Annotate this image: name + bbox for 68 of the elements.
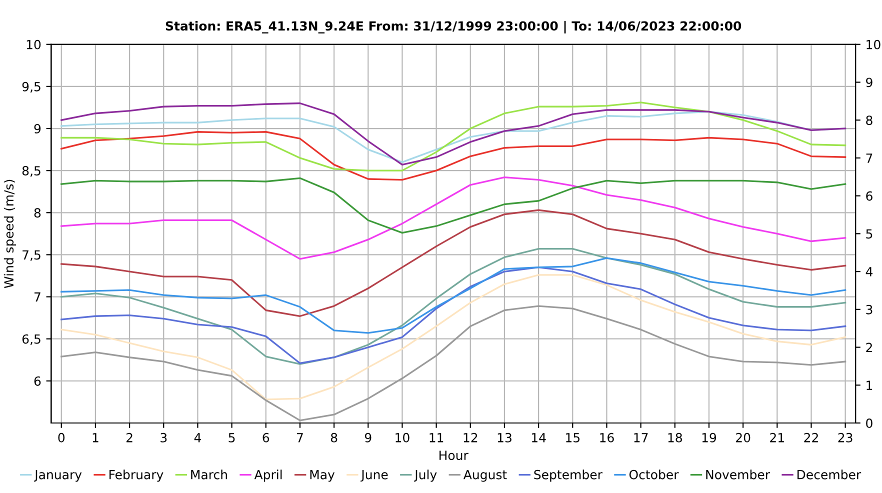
x-tick-label: 5 — [228, 433, 235, 442]
x-tick-label: 20 — [736, 432, 750, 442]
legend-label: June — [360, 470, 388, 482]
x-tick-label: 7 — [297, 433, 303, 442]
y2-tick-label: 0 — [866, 418, 872, 428]
y2-tick-label: 9 — [866, 78, 872, 88]
y2-tick-label: 7 — [866, 154, 872, 163]
legend-label: March — [191, 470, 227, 480]
line-series — [60, 305, 846, 422]
legend-label: April — [254, 470, 282, 482]
legend-label: November — [706, 470, 770, 480]
x-tick-label: 10 — [396, 432, 410, 442]
legend-label: January — [34, 470, 82, 482]
line-series — [60, 266, 846, 364]
x-tick-label: 9 — [364, 432, 372, 442]
y-tick-label: 9 — [34, 124, 41, 134]
y2-tick-label: 3 — [866, 304, 872, 314]
y-tick-label: 9,5 — [22, 82, 40, 93]
line-series — [60, 131, 846, 181]
x-tick-label: 2 — [126, 432, 132, 442]
y-tick-label: 7 — [34, 292, 40, 302]
legend-label: August — [463, 470, 507, 482]
line-series — [60, 257, 846, 334]
x-tick-label: 11 — [430, 433, 444, 442]
x-axis-title: Hour — [440, 450, 468, 460]
line-series — [60, 177, 846, 234]
legend-label: February — [110, 470, 164, 482]
x-tick-label: 1 — [92, 433, 98, 442]
y2-tick-label: 1 — [866, 380, 872, 390]
line-series — [60, 274, 846, 400]
legend-label: September — [534, 470, 602, 482]
x-tick-label: 21 — [770, 432, 784, 442]
chart-title: Station: ERA5_41.13N_9.24E From: 31/12/1999 23:00:00 | To: 14/06/2023 22:00:00 — [166, 20, 742, 34]
x-tick-label: 0 — [58, 432, 65, 442]
y-tick-label: 10 — [26, 40, 41, 50]
line-series — [60, 176, 846, 260]
y2-tick-label: 4 — [866, 267, 873, 276]
y-axis-title: Wind speed (m/s) — [4, 180, 16, 288]
x-tick-label: 12 — [464, 432, 478, 442]
legend-label: December — [798, 470, 862, 480]
y-tick-label: 8,5 — [22, 166, 40, 177]
legend-label: October — [629, 470, 679, 480]
legend-label: July — [414, 470, 437, 482]
y-tick-label: 6 — [34, 376, 41, 386]
x-tick-label: 3 — [160, 432, 167, 442]
x-tick-label: 17 — [634, 433, 648, 442]
y-tick-label: 7,5 — [22, 250, 40, 261]
x-tick-label: 13 — [498, 432, 512, 442]
x-tick-label: 8 — [330, 432, 338, 442]
y-tick-label: 6,5 — [22, 334, 40, 346]
y2-tick-label: 2 — [866, 342, 872, 352]
y2-tick-label: 10 — [866, 40, 880, 50]
y2-tick-label: 6 — [866, 191, 872, 201]
y2-tick-label: 8 — [866, 116, 872, 126]
line-series — [60, 209, 846, 317]
legend-label: May — [310, 470, 335, 482]
x-tick-label: 16 — [600, 432, 614, 442]
x-tick-label: 22 — [804, 432, 818, 442]
x-tick-label: 14 — [532, 433, 546, 442]
y-tick-label: 8 — [34, 208, 41, 218]
x-tick-label: 4 — [194, 433, 201, 442]
x-tick-label: 23 — [838, 432, 852, 442]
x-tick-label: 15 — [566, 433, 580, 442]
x-tick-label: 18 — [668, 432, 682, 442]
x-tick-label: 6 — [262, 432, 270, 442]
x-tick-label: 19 — [702, 432, 716, 442]
y2-tick-label: 5 — [866, 229, 872, 239]
line-series — [60, 248, 846, 365]
